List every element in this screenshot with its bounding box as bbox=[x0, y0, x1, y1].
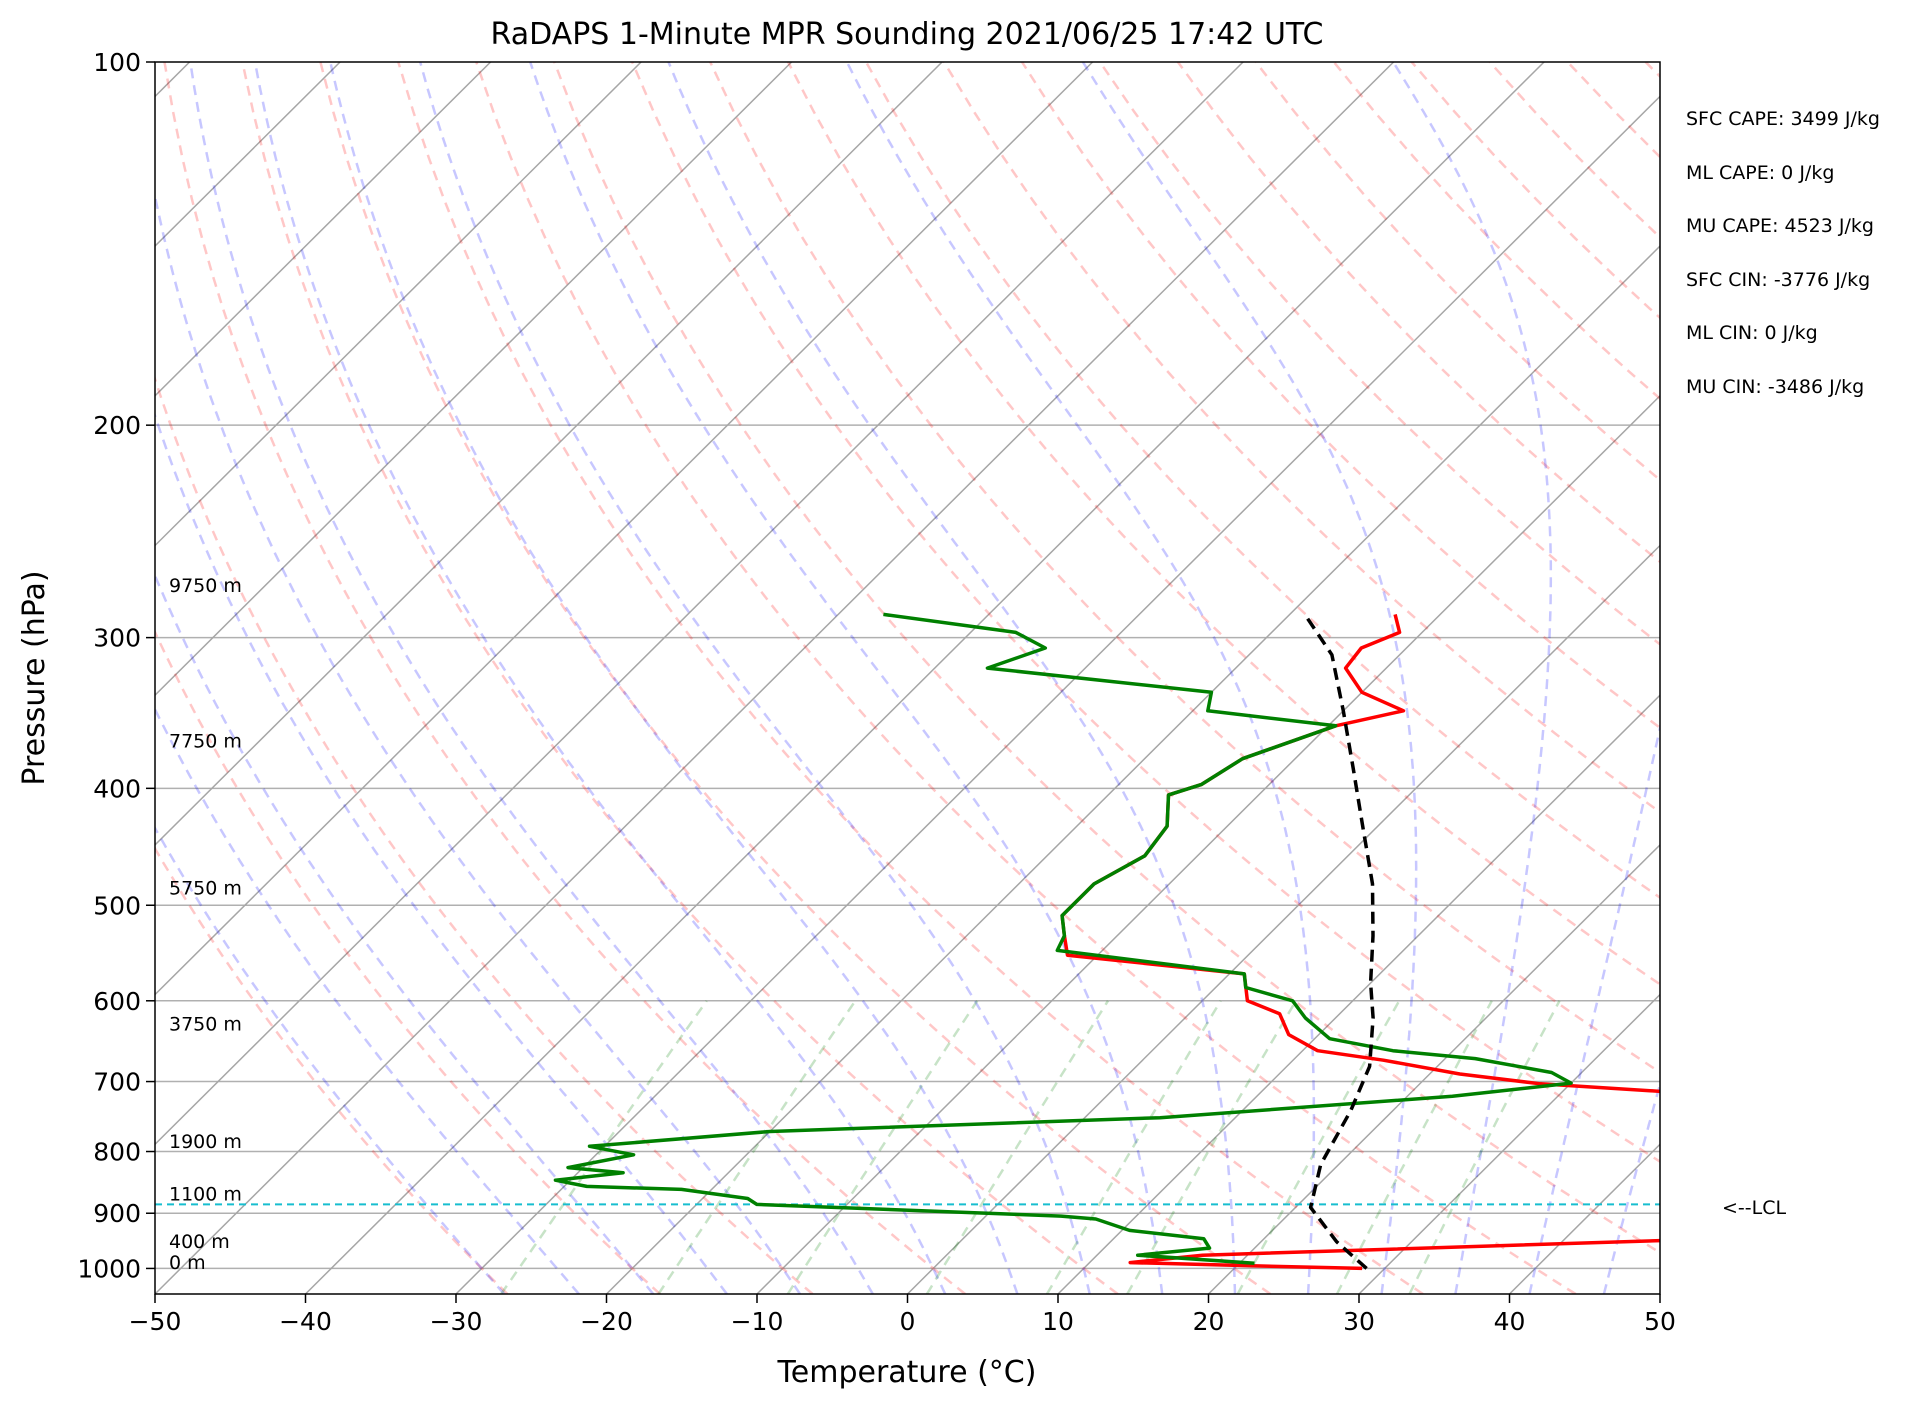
height-label: 3750 m bbox=[169, 1013, 242, 1035]
height-label: 400 m bbox=[169, 1231, 230, 1253]
dewpoint-line bbox=[553, 612, 1573, 1265]
moist-adiabat bbox=[1081, 62, 1418, 1294]
stat-sfc-cape: SFC CAPE: 3499 J/kg bbox=[1686, 108, 1880, 130]
moist-adiabat bbox=[845, 62, 1316, 1294]
mixing-ratio-line bbox=[500, 1000, 708, 1294]
moist-adiabat bbox=[529, 62, 1164, 1294]
temperature-line bbox=[1060, 613, 1660, 1271]
dry-adiabat bbox=[709, 62, 1660, 1074]
y-tick-label: 1000 bbox=[77, 1254, 141, 1283]
dry-adiabat bbox=[163, 62, 966, 1294]
dry-adiabat bbox=[475, 62, 1577, 1294]
mixing-ratio-line bbox=[1408, 1000, 1561, 1294]
moist-adiabat bbox=[155, 572, 655, 1294]
moist-adiabat bbox=[1528, 722, 1660, 1294]
y-tick-label: 400 bbox=[93, 774, 141, 803]
stat-mu-cape: MU CAPE: 4523 J/kg bbox=[1686, 215, 1874, 237]
x-axis-label: Temperature (°C) bbox=[777, 1355, 1037, 1390]
mixing-ratio-line bbox=[1126, 1000, 1297, 1294]
y-tick-label: 900 bbox=[93, 1199, 141, 1228]
stat-ml-cin: ML CIN: 0 J/kg bbox=[1686, 322, 1818, 344]
isotherm bbox=[1207, 843, 1660, 1294]
x-tick-label: −20 bbox=[580, 1307, 633, 1336]
x-tick-label: 0 bbox=[900, 1307, 916, 1336]
dry-adiabat bbox=[1098, 62, 1660, 646]
isotherm bbox=[155, 62, 492, 397]
isotherm bbox=[155, 62, 642, 547]
lcl-label: <--LCL bbox=[1722, 1197, 1786, 1219]
dry-adiabat bbox=[319, 62, 1272, 1294]
x-tick-label: 50 bbox=[1644, 1307, 1676, 1336]
isotherm bbox=[1057, 694, 1660, 1294]
height-label: 1900 m bbox=[169, 1131, 242, 1153]
x-tick-label: 40 bbox=[1494, 1307, 1526, 1336]
isotherm bbox=[304, 62, 1545, 1294]
dry-adiabat bbox=[155, 846, 509, 1294]
dry-adiabat bbox=[241, 62, 1119, 1294]
dry-adiabat bbox=[553, 62, 1660, 1255]
dry-adiabat bbox=[155, 375, 814, 1294]
moist-adiabat bbox=[155, 411, 728, 1294]
moist-adiabat bbox=[667, 62, 1237, 1294]
mixing-ratio-line bbox=[1236, 1000, 1401, 1294]
mixing-ratio-line bbox=[786, 1000, 979, 1294]
stat-ml-cape: ML CAPE: 0 J/kg bbox=[1686, 161, 1835, 184]
isotherm bbox=[605, 245, 1660, 1294]
parcel-line bbox=[1303, 613, 1375, 1270]
y-tick-label: 100 bbox=[93, 48, 141, 77]
dry-adiabat bbox=[155, 629, 661, 1294]
chart-title: RaDAPS 1-Minute MPR Sounding 2021/06/25 … bbox=[491, 17, 1324, 52]
y-axis-label: Pressure (hPa) bbox=[17, 570, 52, 785]
x-tick-label: −40 bbox=[279, 1307, 332, 1336]
y-tick-label: 300 bbox=[93, 624, 141, 653]
isotherm bbox=[155, 62, 793, 697]
y-tick-label: 500 bbox=[93, 891, 141, 920]
stats-panel: SFC CAPE: 3499 J/kg ML CAPE: 0 J/kg MU C… bbox=[1686, 108, 1880, 429]
dry-adiabat bbox=[942, 62, 1660, 814]
isotherm bbox=[155, 62, 1244, 1146]
x-tick-label: 30 bbox=[1343, 1307, 1375, 1336]
y-tick-label: 700 bbox=[93, 1068, 141, 1097]
moist-adiabat bbox=[329, 62, 1019, 1294]
y-tick-label: 200 bbox=[93, 411, 141, 440]
mixing-ratio-line bbox=[1335, 1000, 1493, 1294]
isotherm bbox=[906, 544, 1660, 1294]
moist-adiabat bbox=[1602, 1079, 1660, 1294]
moist-adiabat bbox=[189, 62, 874, 1294]
height-label: 7750 m bbox=[169, 730, 242, 752]
height-label: 9750 m bbox=[169, 575, 242, 597]
isotherm bbox=[1358, 993, 1660, 1294]
moist-adiabat bbox=[1392, 62, 1553, 1294]
moist-adiabat bbox=[253, 62, 947, 1294]
x-tick-label: 20 bbox=[1193, 1307, 1225, 1336]
isotherm bbox=[155, 62, 1395, 1294]
x-tick-label: −50 bbox=[129, 1307, 182, 1336]
y-tick-label: 600 bbox=[93, 987, 141, 1016]
moist-adiabat bbox=[155, 706, 580, 1294]
isotherm bbox=[756, 394, 1660, 1294]
moist-adiabat bbox=[155, 825, 506, 1294]
stat-sfc-cin: SFC CIN: -3776 J/kg bbox=[1686, 268, 1871, 291]
y-tick-label: 800 bbox=[93, 1138, 141, 1167]
x-tick-label: −30 bbox=[430, 1307, 483, 1336]
x-tick-label: 10 bbox=[1042, 1307, 1074, 1336]
dry-adiabat bbox=[631, 62, 1660, 1164]
x-tick-label: −10 bbox=[731, 1307, 784, 1336]
stat-mu-cin: MU CIN: -3486 J/kg bbox=[1686, 375, 1865, 398]
moist-adiabat bbox=[418, 62, 1091, 1294]
dry-adiabat bbox=[786, 62, 1660, 986]
height-label: 1100 m bbox=[169, 1183, 242, 1205]
isotherm bbox=[155, 62, 1094, 996]
height-label: 0 m bbox=[169, 1252, 206, 1274]
moist-adiabat bbox=[155, 190, 802, 1294]
mixing-ratio-line bbox=[657, 1000, 857, 1294]
height-label: 5750 m bbox=[169, 878, 242, 900]
isotherm bbox=[155, 62, 943, 846]
